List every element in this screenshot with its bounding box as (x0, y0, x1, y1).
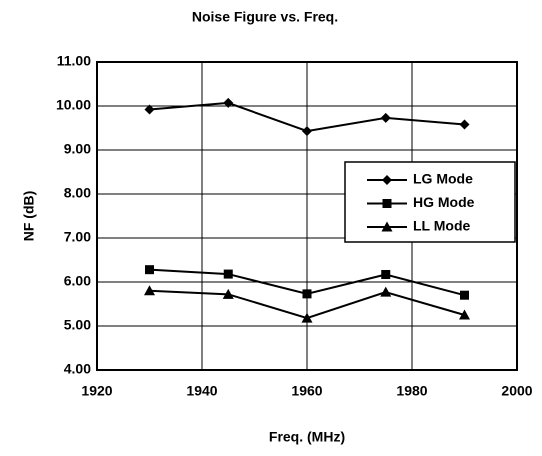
legend-marker (382, 199, 392, 208)
y-tick-label: 6.00 (64, 273, 91, 289)
legend-marker (381, 221, 393, 232)
point (144, 104, 155, 115)
point (380, 286, 392, 297)
y-tick-label: 11.00 (57, 53, 91, 69)
y-tick-label: 7.00 (64, 229, 91, 245)
point (459, 309, 470, 320)
legend-box (344, 161, 516, 243)
point (302, 126, 312, 137)
x-tick-label: 1980 (396, 383, 427, 399)
point (145, 265, 154, 275)
point (144, 285, 155, 296)
legend-marker (382, 175, 392, 185)
point (460, 290, 469, 300)
chart-title: Noise Figure vs. Freq. (192, 9, 338, 25)
legend-label: LL Mode (413, 218, 471, 234)
point (380, 112, 391, 123)
point (459, 119, 470, 130)
point (223, 97, 234, 108)
point (222, 288, 234, 299)
x-tick-label: 2000 (501, 383, 532, 399)
x-tick-label: 1960 (291, 383, 322, 399)
y-tick-label: 9.00 (64, 141, 91, 157)
legend-label: HG Mode (413, 194, 475, 210)
point (223, 269, 233, 279)
point (302, 289, 312, 299)
y-tick-label: 5.00 (64, 317, 91, 333)
legend-label: LG Mode (413, 171, 473, 187)
plot-frame (96, 61, 518, 371)
x-axis-label: Freq. (MHz) (269, 429, 345, 445)
point (381, 270, 391, 280)
y-tick-label: 4.00 (64, 361, 91, 377)
point (301, 312, 313, 323)
x-tick-label: 1940 (186, 383, 217, 399)
y-tick-label: 8.00 (64, 185, 91, 201)
x-tick-label: 1920 (81, 383, 112, 399)
y-axis-label: NF (dB) (21, 191, 37, 242)
y-tick-label: 10.00 (56, 97, 91, 113)
